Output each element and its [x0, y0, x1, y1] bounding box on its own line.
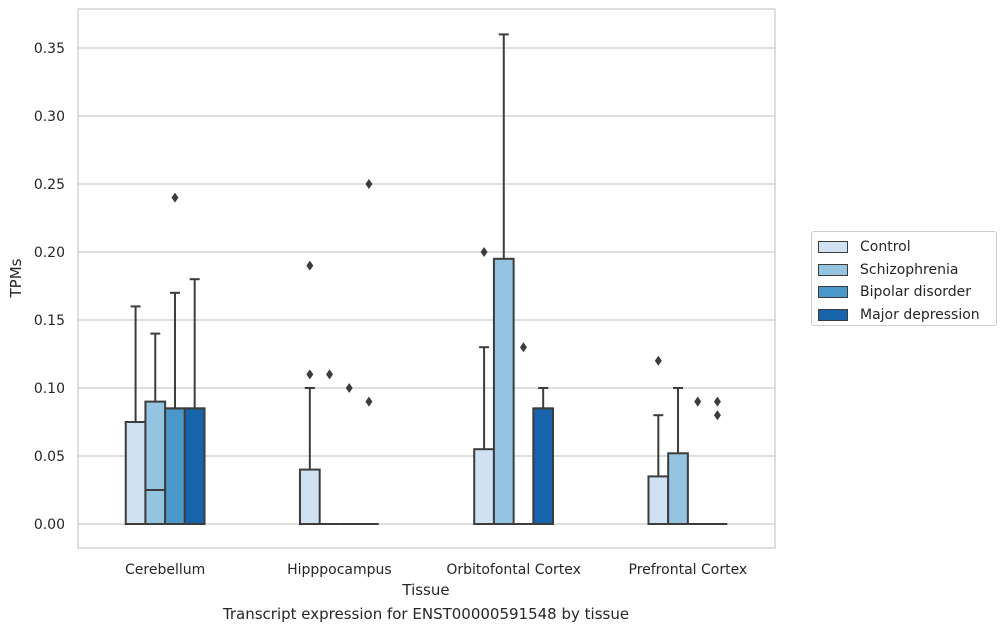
y-tick-label: 0.15 — [34, 313, 65, 329]
y-tick-label: 0.35 — [34, 41, 65, 57]
box-bipolar-disorder — [339, 383, 360, 525]
x-axis-label: Tissue — [401, 581, 449, 599]
outlier-point — [365, 396, 373, 407]
box-body — [647, 475, 670, 525]
outlier-point — [345, 383, 353, 393]
y-tick-labels: 0.00 0.05 0.10 0.15 0.20 0.25 0.30 0.35 — [34, 41, 65, 533]
legend-label: Bipolar disorder — [860, 284, 972, 301]
box-control — [473, 247, 495, 526]
legend-item: Schizophrenia — [818, 259, 990, 282]
plot-frame — [77, 8, 776, 549]
box-body — [144, 400, 167, 526]
box-control — [647, 355, 670, 525]
outlier-point — [519, 342, 527, 353]
x-tick-label: Orbitofontal Cortex — [446, 562, 581, 578]
outlier-point — [171, 192, 179, 203]
y-tick-label: 0.30 — [34, 109, 65, 125]
outlier-point — [713, 396, 721, 407]
box-major-depression — [359, 179, 379, 525]
chart-caption: Transcript expression for ENST0000059154… — [222, 605, 630, 623]
outlier-point — [713, 410, 721, 421]
box-bipolar-disorder — [513, 342, 534, 525]
outlier-point — [694, 396, 702, 407]
outlier-point — [365, 179, 373, 189]
box-schizophrenia — [144, 332, 167, 526]
box-body — [183, 407, 206, 525]
outlier-point — [480, 247, 488, 257]
x-tick-labels: Cerebellum Hipppocampus Orbitofontal Corte… — [125, 562, 747, 578]
legend: Control Schizophrenia Bipolar disorder Majo… — [811, 231, 997, 326]
legend-label: Control — [860, 239, 911, 256]
outlier-point — [654, 355, 662, 366]
legend-swatch — [818, 263, 848, 276]
box-body — [124, 421, 147, 525]
x-tick-label: Cerebellum — [125, 562, 205, 578]
box-body — [473, 448, 495, 526]
legend-item: Major depression — [818, 304, 990, 327]
legend-label: Major depression — [860, 306, 980, 323]
legend-swatch — [818, 308, 848, 321]
y-tick-label: 0.10 — [34, 381, 65, 397]
x-tick-label: Prefrontal Cortex — [629, 562, 748, 578]
y-tick-label: 0.25 — [34, 177, 65, 193]
box-bipolar-disorder — [164, 192, 186, 525]
x-tick-label: Hipppocampus — [287, 562, 392, 578]
box-major-depression — [707, 396, 728, 525]
box-schizophrenia — [319, 369, 340, 525]
boxes-layer — [124, 33, 728, 526]
legend-item: Control — [818, 236, 990, 259]
legend-swatch — [818, 241, 848, 254]
y-tick-label: 0.00 — [34, 517, 65, 533]
box-bipolar-disorder — [687, 396, 708, 525]
box-body — [492, 257, 515, 525]
y-tick-label: 0.20 — [34, 245, 65, 261]
box-body — [532, 407, 555, 525]
y-tick-label: 0.05 — [34, 449, 65, 465]
box-control — [298, 260, 321, 526]
box-major-depression — [183, 278, 206, 525]
legend-item: Bipolar disorder — [818, 281, 990, 304]
box-body — [164, 407, 186, 525]
box-schizophrenia — [667, 387, 689, 525]
outlier-point — [326, 369, 334, 380]
legend-swatch — [818, 286, 848, 299]
outlier-point — [306, 260, 314, 271]
box-body — [667, 452, 689, 525]
legend-label: Schizophrenia — [860, 261, 959, 278]
box-major-depression — [532, 387, 555, 525]
box-control — [124, 305, 147, 525]
y-axis-label: TPMs — [7, 258, 25, 298]
outlier-point — [306, 369, 314, 380]
box-schizophrenia — [492, 33, 515, 525]
box-body — [298, 468, 321, 526]
